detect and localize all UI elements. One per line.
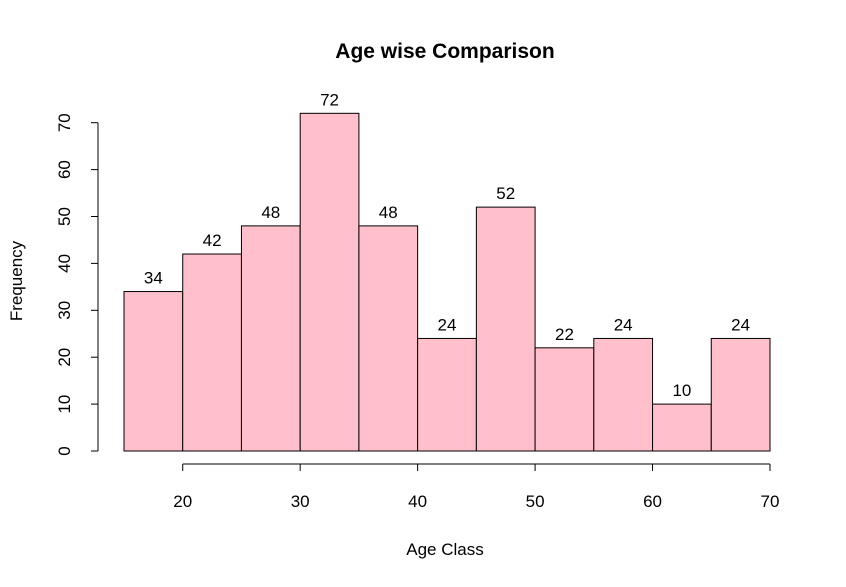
y-axis-label: Frequency — [7, 240, 26, 321]
bar — [652, 403, 712, 452]
bars-group — [123, 112, 771, 452]
bar — [417, 337, 477, 452]
bar — [710, 337, 771, 452]
bar-data-label: 48 — [379, 203, 398, 222]
bar — [475, 206, 536, 452]
x-tick-label: 60 — [643, 492, 662, 511]
bar-data-label: 48 — [261, 203, 280, 222]
y-tick-label: 60 — [55, 160, 74, 179]
bar-data-label: 24 — [731, 315, 750, 334]
y-tick-label: 0 — [55, 446, 74, 455]
x-axis: 20 30 40 50 60 70 — [173, 463, 780, 511]
bar-data-label: 72 — [320, 90, 339, 109]
y-axis: 0 10 20 30 40 50 60 70 — [55, 113, 99, 456]
bar-data-label: 22 — [555, 325, 574, 344]
x-tick-label: 70 — [761, 492, 780, 511]
bar — [299, 112, 360, 452]
bar — [182, 253, 242, 452]
bar — [358, 225, 419, 452]
bar-data-label: 42 — [203, 231, 222, 250]
x-axis-label: Age Class — [406, 540, 483, 559]
y-tick-label: 40 — [55, 254, 74, 273]
y-tick-label: 10 — [55, 395, 74, 414]
bar-data-label: 52 — [496, 184, 515, 203]
y-tick-label: 50 — [55, 207, 74, 226]
x-tick-label: 40 — [408, 492, 427, 511]
bar — [240, 225, 301, 452]
bar-data-label: 24 — [438, 315, 457, 334]
y-tick-label: 20 — [55, 348, 74, 367]
chart-title: Age wise Comparison — [335, 40, 554, 63]
x-tick-label: 50 — [526, 492, 545, 511]
x-tick-label: 30 — [291, 492, 310, 511]
y-tick-label: 30 — [55, 301, 74, 320]
bar-data-label: 10 — [672, 381, 691, 400]
bar-data-label: 24 — [614, 315, 633, 334]
y-tick-label: 70 — [55, 113, 74, 132]
bar-labels-group: 34 42 48 72 48 24 52 22 24 10 24 — [144, 90, 750, 400]
bar-data-label: 34 — [144, 269, 163, 288]
bar — [534, 347, 595, 452]
bar — [593, 337, 654, 452]
bar — [123, 291, 184, 452]
x-tick-label: 20 — [173, 492, 192, 511]
